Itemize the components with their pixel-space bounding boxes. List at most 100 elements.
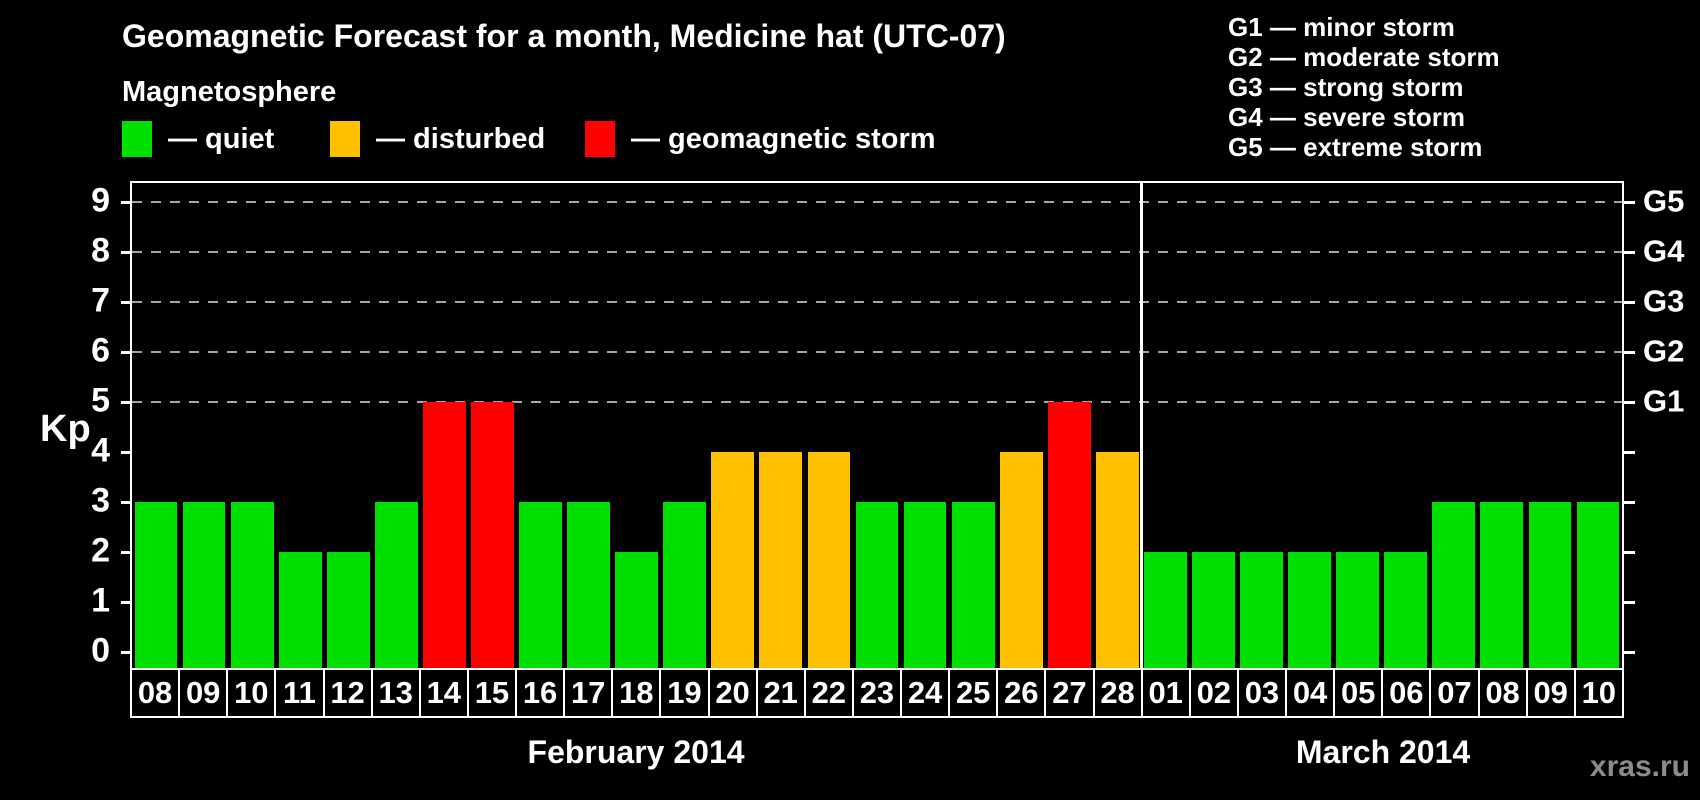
g-axis: G1 G2 G3 G4 G5 <box>1624 181 1700 681</box>
day-cell-mar-06: 06 <box>1381 670 1429 716</box>
gridline-kp9 <box>132 201 1622 203</box>
day-cell-mar-04: 04 <box>1285 670 1333 716</box>
kp-tick-label-6: 6 <box>91 331 110 370</box>
bar-feb-11 <box>278 552 322 668</box>
day-cell-feb-12: 12 <box>322 670 371 716</box>
g-axis-tick-7 <box>1624 301 1635 304</box>
kp-tick-1 <box>121 601 132 604</box>
day-cell-feb-15: 15 <box>466 670 515 716</box>
day-cell-feb-16: 16 <box>515 670 563 716</box>
bar-mar-04 <box>1288 552 1331 668</box>
kp-tick-2 <box>121 551 132 554</box>
kp-tick-4 <box>121 451 132 454</box>
g-axis-label-g3: G3 <box>1643 283 1685 319</box>
day-cell-feb-26: 26 <box>996 670 1044 716</box>
plot-area <box>130 181 1624 668</box>
bar-mar-03 <box>1240 552 1283 668</box>
month-divider <box>1140 183 1144 668</box>
g-legend-g1: G1 — minor storm <box>1228 12 1455 42</box>
watermark: xras.ru <box>1589 750 1690 783</box>
bar-mar-09 <box>1528 502 1572 668</box>
bar-feb-24 <box>903 502 947 668</box>
gridline-kp6 <box>132 351 1622 353</box>
bar-mar-08 <box>1480 502 1524 668</box>
kp-tick-label-8: 8 <box>91 231 110 270</box>
day-cell-mar-03: 03 <box>1236 670 1285 716</box>
bar-mar-02 <box>1192 552 1235 668</box>
legend-item-storm: — geomagnetic storm <box>585 120 936 158</box>
g-legend-g2: G2 — moderate storm <box>1228 42 1500 72</box>
day-cell-mar-01: 01 <box>1140 670 1189 716</box>
g-axis-tick-0 <box>1624 651 1635 654</box>
magnetosphere-label: Magnetosphere <box>122 76 337 108</box>
day-cell-mar-07: 07 <box>1429 670 1477 716</box>
day-cell-feb-25: 25 <box>948 670 996 716</box>
g-legend-g3: G3 — strong storm <box>1228 72 1464 102</box>
g-axis-tick-8 <box>1624 251 1635 254</box>
day-cell-feb-22: 22 <box>803 670 852 716</box>
bar-feb-14 <box>423 402 466 668</box>
kp-tick-label-5: 5 <box>91 381 110 420</box>
kp-tick-3 <box>121 501 132 504</box>
day-cell-mar-10: 10 <box>1573 670 1622 716</box>
gridline-kp7 <box>132 301 1622 303</box>
day-cell-feb-14: 14 <box>418 670 467 716</box>
day-cell-feb-10: 10 <box>226 670 274 716</box>
kp-tick-label-1: 1 <box>91 581 110 620</box>
kp-tick-7 <box>121 301 132 304</box>
g-axis-tick-9 <box>1624 201 1635 204</box>
day-cell-feb-28: 28 <box>1092 670 1141 716</box>
bar-mar-07 <box>1432 502 1476 668</box>
g-legend-g4: G4 — severe storm <box>1228 102 1466 132</box>
bar-mar-05 <box>1336 552 1380 668</box>
g-axis-tick-3 <box>1624 501 1635 504</box>
bar-mar-06 <box>1384 552 1428 668</box>
g-scale-legend: G1 — minor storm G2 — moderate storm G3 … <box>1228 12 1500 162</box>
kp-tick-0 <box>121 651 132 654</box>
g-axis-tick-4 <box>1624 451 1635 454</box>
bar-feb-18 <box>615 552 659 668</box>
month-label-march: March 2014 <box>1295 734 1471 770</box>
bar-mar-01 <box>1143 552 1187 668</box>
legend-label-storm: — geomagnetic storm <box>631 122 936 155</box>
day-cell-feb-11: 11 <box>274 670 322 716</box>
month-labels: February 2014 March 2014 <box>130 734 1624 771</box>
kp-tick-label-0: 0 <box>91 631 110 670</box>
kp-tick-label-2: 2 <box>91 531 110 570</box>
day-cell-feb-17: 17 <box>563 670 611 716</box>
chart-title: Geomagnetic Forecast for a month, Medici… <box>122 18 1006 54</box>
disturbed-color-swatch <box>330 121 360 157</box>
bar-feb-10 <box>230 502 274 668</box>
g-axis-label-g4: G4 <box>1643 233 1685 269</box>
day-cell-feb-21: 21 <box>755 670 804 716</box>
gridline-kp8 <box>132 251 1622 253</box>
g-axis-label-g5: G5 <box>1643 183 1685 219</box>
bar-feb-13 <box>374 502 418 668</box>
legend-item-disturbed: — disturbed <box>330 120 545 158</box>
g-axis-label-g1: G1 <box>1643 383 1685 419</box>
kp-tick-6 <box>121 351 132 354</box>
day-cell-mar-08: 08 <box>1477 670 1526 716</box>
day-cell-feb-19: 19 <box>659 670 707 716</box>
kp-tick-label-9: 9 <box>91 181 110 220</box>
kp-axis-title: Kp <box>40 408 91 450</box>
day-cell-mar-02: 02 <box>1188 670 1237 716</box>
bar-feb-09 <box>182 502 226 668</box>
g-axis-tick-6 <box>1624 351 1635 354</box>
bar-feb-16 <box>519 502 562 668</box>
day-cell-mar-09: 09 <box>1525 670 1574 716</box>
bar-feb-27 <box>1047 402 1091 668</box>
g-axis-tick-5 <box>1624 401 1635 404</box>
storm-color-swatch <box>585 121 615 157</box>
day-cell-feb-20: 20 <box>707 670 756 716</box>
bar-feb-17 <box>567 502 610 668</box>
g-axis-tick-1 <box>1624 601 1635 604</box>
bar-mar-10 <box>1576 502 1620 668</box>
day-cell-feb-08: 08 <box>137 675 173 710</box>
legend-label-disturbed: — disturbed <box>376 122 546 155</box>
bar-feb-28 <box>1095 452 1139 668</box>
quiet-color-swatch <box>122 121 152 157</box>
bar-feb-12 <box>326 552 370 668</box>
kp-tick-8 <box>121 251 132 254</box>
